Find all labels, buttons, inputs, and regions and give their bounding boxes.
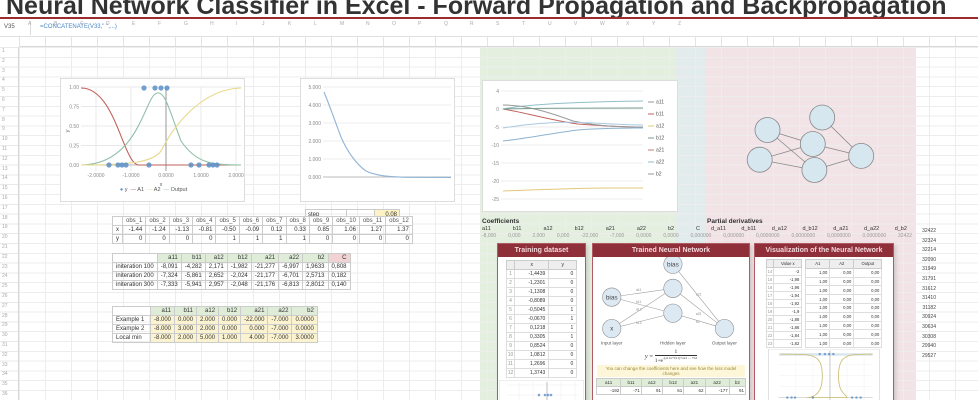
svg-text:Output layer: Output layer (712, 340, 737, 345)
svg-text:b12: b12 (636, 321, 642, 325)
svg-text:Input layer: Input layer (601, 340, 623, 345)
svg-text:a11: a11 (636, 288, 641, 292)
svg-text:b11: b11 (636, 300, 641, 304)
svg-text:a22: a22 (696, 312, 702, 316)
svg-text:a12: a12 (636, 307, 642, 311)
svg-text:bias: bias (606, 294, 618, 301)
svg-text:b2: b2 (696, 320, 700, 324)
svg-text:a21: a21 (696, 293, 702, 297)
svg-text:Hidden layer: Hidden layer (660, 340, 686, 345)
svg-text:bias: bias (667, 262, 679, 269)
